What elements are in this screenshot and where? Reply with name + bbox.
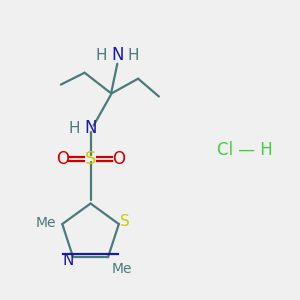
Text: O: O bbox=[112, 150, 125, 168]
Text: S: S bbox=[121, 214, 130, 229]
Text: H: H bbox=[68, 121, 80, 136]
Text: O: O bbox=[56, 150, 69, 168]
Text: Cl — H: Cl — H bbox=[217, 141, 273, 159]
Text: N: N bbox=[62, 253, 74, 268]
Text: Me: Me bbox=[111, 262, 132, 276]
Text: N: N bbox=[84, 119, 97, 137]
Text: S: S bbox=[85, 150, 96, 168]
Text: N: N bbox=[111, 46, 124, 64]
Text: H: H bbox=[95, 48, 107, 63]
Text: H: H bbox=[128, 48, 140, 63]
Text: Me: Me bbox=[36, 216, 56, 230]
Polygon shape bbox=[62, 203, 119, 257]
